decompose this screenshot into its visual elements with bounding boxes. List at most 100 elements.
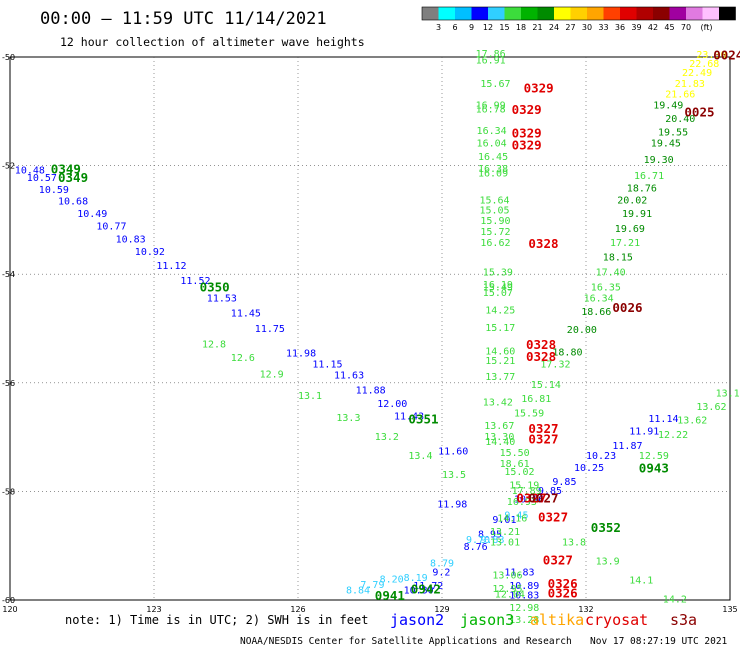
swh-point: 19.55 [658, 128, 688, 139]
colorbar-label: 15 [499, 23, 509, 32]
satellite-name: jason3 [460, 611, 514, 629]
colorbar-frame [421, 6, 736, 21]
swh-point: 12.9 [260, 369, 284, 380]
swh-point: 13.06 [492, 570, 522, 581]
swh-point: 10.89 [509, 581, 539, 592]
y-tick-label: -50 [2, 53, 15, 62]
colorbar-swatch [669, 7, 686, 20]
swh-point: 11.52 [180, 276, 210, 287]
swh-point: 14.40 [485, 437, 515, 448]
swh-point: 12.95 [492, 584, 522, 595]
swh-point: 16.45 [478, 152, 508, 163]
swh-point: 8.20 [380, 575, 404, 586]
map-title: 00:00 – 11:59 UTC 11/14/2021 [40, 9, 327, 29]
colorbar-swatch [603, 7, 620, 20]
swh-point: 12.6 [231, 353, 255, 364]
swh-point: 11.87 [612, 441, 642, 452]
swh-point: 10.83 [509, 590, 539, 601]
swh-point: 15.21 [485, 356, 515, 367]
swh-point: 23.30 [696, 50, 726, 61]
swh-point: 15.67 [480, 79, 510, 90]
swh-point: 15.50 [500, 448, 530, 459]
colorbar-swatch [471, 7, 488, 20]
revolution-label: 0327 [516, 490, 546, 505]
colorbar-label: 45 [664, 23, 674, 32]
swh-point: 19.69 [615, 224, 645, 235]
x-tick-label: 135 [722, 605, 737, 614]
swh-point: 10.25 [574, 463, 604, 474]
revolution-label: 0327 [528, 432, 558, 447]
swh-point: 18.66 [581, 307, 611, 318]
footer-credit: NOAA/NESDIS Center for Satellite Applica… [240, 636, 572, 647]
revolution-label: 0941 [375, 588, 405, 603]
swh-point: 21.66 [665, 90, 695, 101]
colorbar-label: 33 [598, 23, 608, 32]
swh-point: 8.84 [346, 585, 370, 596]
swh-point: 10.23 [586, 451, 616, 462]
colorbar-swatch [719, 7, 736, 20]
swh-point: 10.57 [27, 173, 57, 184]
swh-point: 15.90 [480, 216, 510, 227]
colorbar-swatch [422, 7, 439, 20]
revolution-label: 0349 [58, 170, 88, 185]
revolution-label: 0024 [713, 48, 740, 63]
swh-point: 13.28 [509, 615, 539, 626]
revolution-label: 0327 [528, 421, 558, 436]
swh-point: 14.60 [485, 347, 515, 358]
swh-point: 17.32 [540, 360, 570, 371]
colorbar-swatch [587, 7, 604, 20]
y-tick-label: -56 [2, 379, 15, 388]
swh-point: 13.5 [442, 470, 466, 481]
x-tick-label: 120 [2, 605, 17, 614]
swh-point: 13.4 [408, 451, 432, 462]
footer-timestamp: Nov 17 08:27:19 UTC 2021 [590, 636, 728, 647]
colorbar-label: 12 [483, 23, 493, 32]
satellite-name: jason2 [390, 611, 444, 629]
swh-point: 15.59 [514, 408, 544, 419]
swh-point: 9.70 [466, 535, 490, 546]
swh-point: 18.80 [552, 348, 582, 359]
swh-point: 21.83 [675, 79, 705, 90]
swh-point: 15.39 [483, 267, 513, 278]
swh-point: 15.72 [480, 227, 510, 238]
plot-frame [9, 56, 731, 601]
revolution-label: 0329 [524, 80, 554, 95]
swh-point: 12.98 [509, 603, 539, 614]
swh-point: 16.99 [476, 101, 506, 112]
swh-point: 13.67 [484, 421, 514, 432]
colorbar-label: 30 [582, 23, 592, 32]
note-text: note: 1) Time is in UTC; 2) SWH is in fe… [65, 613, 368, 627]
swh-point: 16.71 [634, 171, 664, 182]
swh-point: 16.62 [480, 238, 510, 249]
x-tick-label: 132 [578, 605, 593, 614]
colorbar-unit: (ft) [700, 23, 712, 32]
colorbar-label: 18 [516, 23, 526, 32]
swh-point: 15.64 [479, 196, 509, 207]
swh-point: 16.93 [507, 497, 537, 508]
colorbar-swatch [620, 7, 637, 20]
swh-point: 15.05 [479, 205, 509, 216]
satellite-legend: jason2 jason3 altika cryosat s3a [390, 611, 697, 629]
colorbar-label: 27 [565, 23, 575, 32]
swh-point: 19.45 [651, 139, 681, 150]
swh-point: 12.22 [658, 430, 688, 441]
revolution-label: 0350 [200, 280, 230, 295]
revolution-label: 0349 [51, 162, 81, 177]
swh-point: 22.49 [682, 68, 712, 79]
swh-point: 11.63 [334, 370, 364, 381]
colorbar-swatch [686, 7, 703, 20]
colorbar-swatch [570, 7, 587, 20]
swh-point: 16.35 [591, 282, 621, 293]
satellite-name: cryosat [585, 611, 648, 629]
colorbar-label: 9 [469, 23, 474, 32]
swh-point: 20.00 [567, 325, 597, 336]
colorbar-swatch [537, 7, 554, 20]
swh-point: 11.14 [648, 414, 678, 425]
revolution-label: 0326 [548, 585, 578, 600]
swh-point: 19.49 [653, 101, 683, 112]
swh-point: 18.15 [603, 253, 633, 264]
swh-point: 11.83 [504, 568, 534, 579]
swh-point: 15.49 [483, 282, 513, 293]
swh-point: 13.3 [336, 413, 360, 424]
